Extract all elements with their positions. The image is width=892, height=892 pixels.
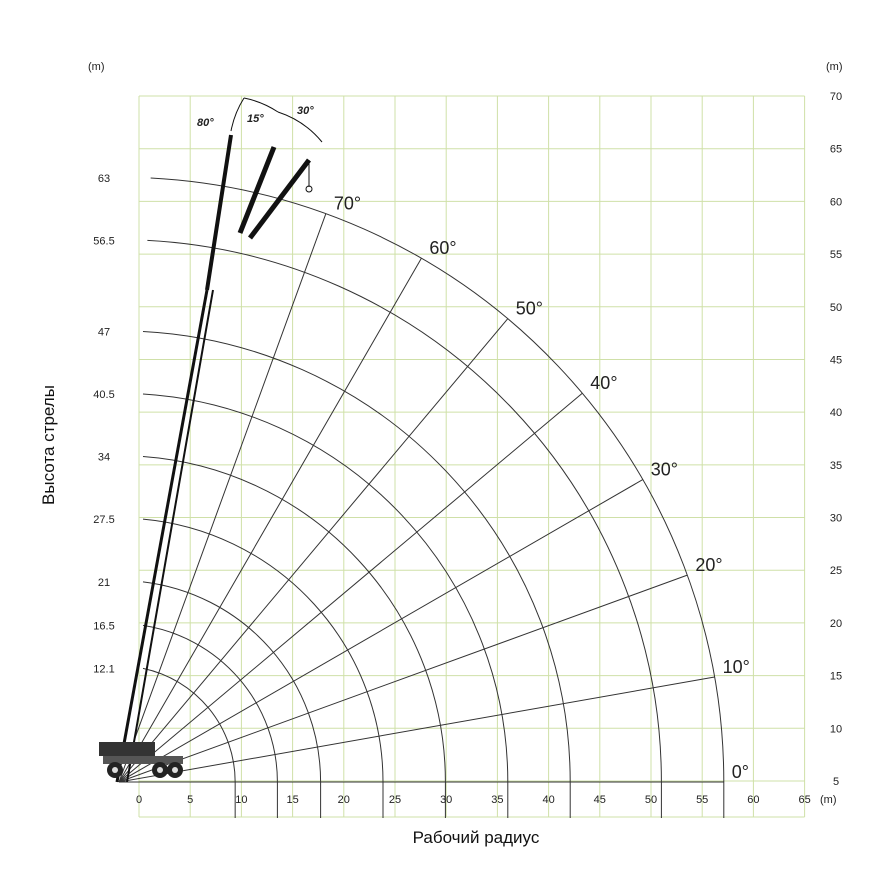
labels: 0 5 10 15 20 25 30 35 40 45 50 55 60 65 5 10 15 20 25 30 35 4… — [93, 91, 842, 806]
right-tick-label: 70 — [830, 91, 842, 103]
boom-angle-ray — [118, 213, 327, 783]
right-tick-label: 15 — [830, 671, 842, 683]
jib-30 — [248, 158, 311, 240]
main-boom-side — [126, 289, 214, 783]
boom-angle-label: 0° — [732, 762, 749, 782]
x-tick-label: 0 — [136, 794, 142, 806]
boom-angle-label: 50° — [516, 299, 543, 319]
x-tick-label: 50 — [645, 794, 657, 806]
right-tick-label: 20 — [830, 618, 842, 630]
crane-illustration — [99, 97, 323, 783]
boom-angle-label: 40° — [590, 373, 617, 393]
right-tick-label: 40 — [830, 407, 842, 419]
boom-angle-ray — [118, 574, 688, 783]
grid — [138, 95, 806, 818]
boom-length-label: 56.5 — [93, 235, 114, 247]
boom-length-label: 47 — [98, 326, 110, 338]
boom-length-arc — [150, 177, 725, 783]
x-tick-label: 55 — [696, 794, 708, 806]
boom-length-label: 34 — [98, 451, 110, 463]
hook — [305, 185, 313, 193]
boom-length-arc — [142, 330, 571, 783]
x-tick-label: 20 — [338, 794, 350, 806]
truck-hub — [172, 767, 178, 773]
jib-angle-label: 80° — [197, 117, 214, 129]
x-tick-label: 40 — [542, 794, 554, 806]
left-unit-label: (m) — [88, 61, 105, 73]
right-tick-label: 10 — [830, 723, 842, 735]
boom-length-label: 16.5 — [93, 620, 114, 632]
right-unit-label: (m) — [826, 61, 843, 73]
right-tick-label: 50 — [830, 302, 842, 314]
right-tick-label: 5 — [833, 776, 839, 788]
jib-angle-label: 15° — [247, 113, 264, 125]
right-tick-label: 30 — [830, 513, 842, 525]
x-tick-label: 25 — [389, 794, 401, 806]
boom-length-label: 12.1 — [93, 663, 114, 675]
boom-length-arc — [142, 393, 509, 783]
boom-angle-ray — [118, 676, 715, 783]
x-tick-label: 65 — [798, 794, 810, 806]
boom-length-arc — [142, 518, 384, 783]
boom-length-label: 63 — [98, 173, 110, 185]
boom-angle-label: 20° — [695, 555, 722, 575]
main-boom — [115, 289, 209, 783]
boom-angle-label: 30° — [651, 460, 678, 480]
boom-angle-label: 10° — [723, 657, 750, 677]
truck-body — [99, 742, 155, 756]
boom-length-arc — [142, 455, 446, 783]
x-axis-title: Рабочий радиус — [413, 828, 540, 847]
jib-15 — [237, 146, 277, 234]
boom-angle-ray — [118, 479, 644, 783]
boom-angle-ray — [118, 318, 509, 783]
x-tick-label: 35 — [491, 794, 503, 806]
right-tick-label: 60 — [830, 196, 842, 208]
jib-angle-arc — [277, 111, 323, 143]
boom-length-label: 21 — [98, 577, 110, 589]
boom-angle-label: 60° — [429, 238, 456, 258]
x-tick-label: 15 — [286, 794, 298, 806]
jib-angle-arc — [230, 97, 245, 132]
jib-angle-arc — [243, 97, 279, 113]
truck-frame — [103, 756, 183, 764]
truck-hub — [112, 767, 118, 773]
boom-length-arcs — [142, 177, 725, 818]
x-tick-label: 30 — [440, 794, 452, 806]
right-tick-label: 45 — [830, 354, 842, 366]
x-tick-label: 60 — [747, 794, 759, 806]
x-tick-label: 45 — [594, 794, 606, 806]
boom-angle-ray — [118, 257, 422, 783]
boom-length-arc — [147, 239, 662, 783]
x-tick-label: 5 — [187, 794, 193, 806]
jib-80 — [205, 134, 233, 291]
right-tick-label: 65 — [830, 144, 842, 156]
truck-hub — [157, 767, 163, 773]
boom-length-label: 40.5 — [93, 389, 114, 401]
boom-length-label: 27.5 — [93, 514, 114, 526]
right-tick-label: 25 — [830, 565, 842, 577]
boom-length-arc — [142, 624, 278, 783]
right-tick-label: 55 — [830, 249, 842, 261]
y-axis-title: Высота стрелы — [39, 385, 58, 505]
boom-length-arc — [142, 581, 322, 783]
jib-angle-label: 30° — [297, 105, 314, 117]
right-tick-label: 35 — [830, 460, 842, 472]
boom-angle-rays — [118, 213, 724, 783]
x-unit-label: (m) — [820, 794, 837, 806]
boom-angle-label: 70° — [334, 194, 361, 214]
boom-angle-ray — [118, 392, 583, 783]
x-tick-label: 10 — [235, 794, 247, 806]
